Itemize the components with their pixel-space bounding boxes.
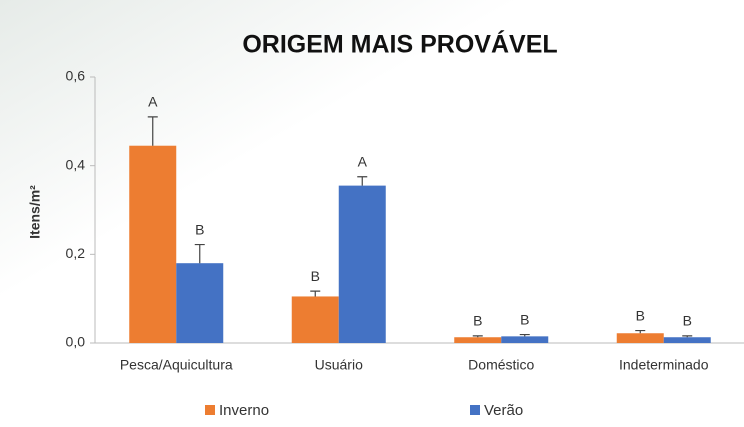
x-tick-label: Doméstico <box>468 357 534 373</box>
bar <box>291 296 339 343</box>
error-bar <box>310 290 321 297</box>
error-bar <box>357 176 368 186</box>
error-bar <box>682 335 693 338</box>
significance-letter: A <box>148 94 158 110</box>
significance-letter: B <box>636 307 645 323</box>
bar <box>338 185 386 343</box>
significance-letter: B <box>520 311 529 327</box>
error-bar <box>147 116 158 146</box>
significance-letter: B <box>195 221 204 237</box>
error-bar <box>635 329 646 334</box>
y-tick-label: 0,0 <box>66 334 86 350</box>
error-bar <box>519 333 530 337</box>
error-bar <box>472 335 483 338</box>
y-axis-label: Itens/m² <box>27 185 43 239</box>
x-tick-label: Indeterminado <box>619 357 709 373</box>
bar <box>454 337 502 343</box>
legend-label: Verão <box>484 402 523 419</box>
bar <box>501 336 549 343</box>
y-tick-label: 0,2 <box>66 245 86 261</box>
legend-swatch <box>205 405 215 415</box>
significance-letter: B <box>473 313 482 329</box>
error-bar <box>194 243 205 264</box>
significance-letter: B <box>683 313 692 329</box>
x-tick-label: Pesca/Aquicultura <box>120 357 233 373</box>
significance-letter: B <box>311 268 320 284</box>
bar <box>129 145 177 343</box>
bar <box>663 337 711 343</box>
legend-swatch <box>470 405 480 415</box>
chart-title: ORIGEM MAIS PROVÁVEL <box>242 30 557 59</box>
y-tick-label: 0,4 <box>66 156 86 172</box>
bar <box>176 263 224 343</box>
significance-letter: A <box>358 153 368 169</box>
y-tick-label: 0,6 <box>66 68 86 84</box>
bar <box>616 333 664 343</box>
x-tick-label: Usuário <box>315 357 363 373</box>
legend-label: Inverno <box>219 402 269 419</box>
